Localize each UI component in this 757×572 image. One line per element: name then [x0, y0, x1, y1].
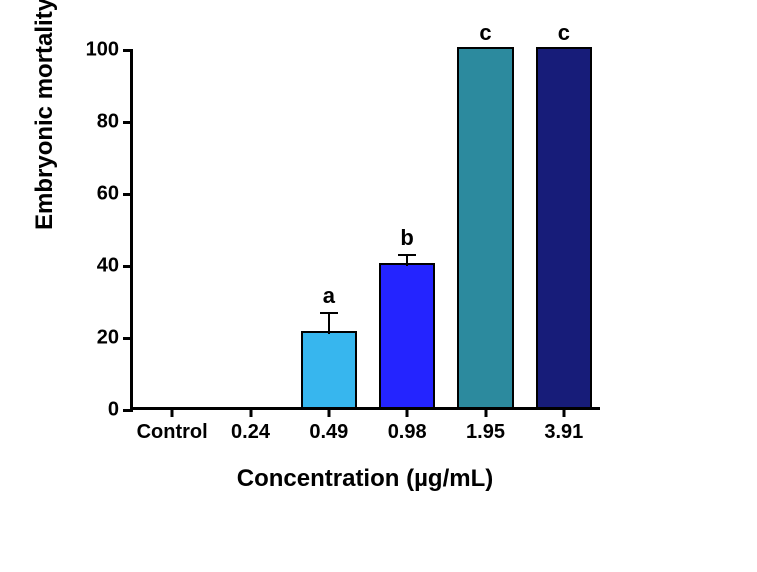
x-tick-label: 0.49 [309, 421, 348, 444]
bar [457, 47, 513, 407]
significance-label: c [479, 20, 491, 46]
y-tick [123, 265, 133, 268]
y-tick-label: 0 [108, 399, 119, 422]
error-cap [320, 312, 338, 314]
y-tick [123, 49, 133, 52]
y-tick-label: 80 [97, 111, 119, 134]
bar [536, 47, 592, 407]
x-tick [327, 407, 330, 417]
x-tick [249, 407, 252, 417]
y-tick [123, 337, 133, 340]
x-tick-label: Control [137, 421, 208, 444]
y-tick-label: 20 [97, 327, 119, 350]
x-tick-label: 0.98 [388, 421, 427, 444]
plot-area: 020406080100Control0.240.49a0.98b1.95c3.… [130, 50, 600, 410]
y-tick-label: 100 [86, 39, 119, 62]
significance-label: c [558, 20, 570, 46]
y-tick [123, 193, 133, 196]
bar [301, 331, 357, 407]
significance-label: b [400, 225, 413, 251]
y-tick-label: 40 [97, 255, 119, 278]
y-tick [123, 409, 133, 412]
x-tick-label: 3.91 [544, 421, 583, 444]
x-tick-label: 1.95 [466, 421, 505, 444]
bar-chart: 0 20 40 60 80 100 Control 0.24 0.49 a 0.98 b 1.95 c 3.… [35, 20, 635, 530]
error-cap [398, 254, 416, 256]
error-bar [328, 313, 330, 335]
bar [379, 263, 435, 407]
y-axis-title: Embryonic mortality (%) [31, 0, 59, 230]
x-tick [562, 407, 565, 417]
significance-label: a [323, 283, 335, 309]
error-bar [406, 255, 408, 266]
x-tick [484, 407, 487, 417]
x-tick [171, 407, 174, 417]
y-tick-label: 60 [97, 183, 119, 206]
y-tick [123, 121, 133, 124]
x-tick-label: 0.24 [231, 421, 270, 444]
x-tick [406, 407, 409, 417]
x-axis-title: Concentration (µg/mL) [130, 465, 600, 493]
